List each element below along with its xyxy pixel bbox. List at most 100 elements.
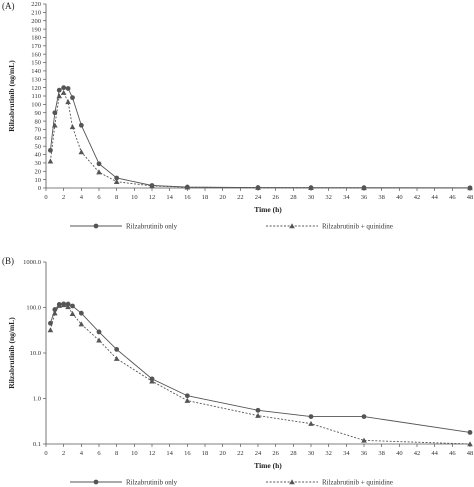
x-tick-label: 30 [308,194,315,201]
data-point-triangle [65,99,71,105]
data-point-circle [61,85,67,91]
data-point-triangle [78,149,85,155]
y-tick-label: 40 [35,152,42,159]
data-point-triangle [255,412,261,418]
x-tick-label: 8 [115,450,118,457]
y-tick-label: 160 [31,51,41,58]
series-line [49,304,471,445]
data-point-triangle [47,158,54,164]
data-point-circle [114,175,120,181]
data-point-triangle [113,178,120,184]
legend-marker-circle [93,479,99,485]
x-tick-label: 4 [80,194,84,201]
y-tick-label: 0.1 [33,441,41,448]
y-tick-label: 10.0 [30,350,41,357]
x-tick-label: 16 [184,194,191,201]
data-point-circle [52,307,58,312]
x-tick-label: 14 [166,450,173,457]
data-point-circle [308,414,314,420]
data-point-triangle [149,183,155,189]
x-tick-label: 46 [449,450,456,457]
x-tick-label: 42 [414,194,421,201]
data-point-triangle [60,302,67,308]
x-tick-label: 4 [80,450,84,457]
x-tick-label: 44 [431,194,438,201]
x-tick-label: 24 [255,450,262,457]
y-tick-label: 20 [35,168,42,175]
legend-label: Rilzabrutinib only [126,222,178,230]
y-tick-label: 220 [31,1,41,8]
data-point-circle [48,320,53,326]
data-point-circle [56,87,62,93]
legend-label: Rilzabrutinib + quinidine [322,222,393,230]
x-tick-label: 20 [219,194,226,201]
y-tick-label: 1000.0 [23,259,41,266]
x-tick-label: 48 [467,194,474,201]
data-point-circle [78,122,84,128]
x-tick-label: 34 [343,194,350,201]
data-point-triangle [56,302,63,308]
x-tick-label: 26 [272,194,279,201]
data-point-circle [114,346,120,352]
y-tick-label: 130 [31,76,41,83]
y-tick-label: 30 [35,160,42,167]
y-tick-label: 180 [31,35,41,42]
x-tick-label: 6 [97,450,101,457]
y-axis-label: Rilzabrutinib (ng/mL) [7,60,16,132]
data-point-triangle [69,310,76,316]
data-point-triangle [52,122,58,128]
data-point-triangle [255,184,261,190]
x-tick-label: 32 [325,194,332,201]
data-point-triangle [184,184,191,190]
data-point-circle [70,303,75,309]
x-tick-label: 20 [219,450,226,457]
panel-a-label: (A) [2,1,15,11]
x-tick-label: 24 [255,194,262,201]
data-point-circle [78,310,84,316]
x-tick-label: 40 [396,450,403,457]
y-tick-label: 120 [31,85,41,92]
x-tick-label: 10 [131,194,138,201]
y-tick-label: 90 [35,110,42,117]
data-point-circle [65,301,71,307]
y-tick-label: 10 [35,177,42,184]
y-tick-label: 0 [38,185,41,192]
x-tick-label: 30 [308,450,315,457]
x-tick-label: 28 [290,194,297,201]
data-point-triangle [361,185,367,191]
x-tick-label: 22 [237,194,244,201]
panel-a-plot: 0102030405060708090100110120130140150160… [7,1,473,230]
x-tick-label: 2 [62,194,65,201]
x-tick-label: 12 [149,194,156,201]
x-tick-label: 12 [149,450,156,457]
y-tick-label: 80 [35,118,42,125]
series-line [49,91,471,189]
x-tick-label: 36 [361,194,368,201]
x-tick-label: 40 [396,194,403,201]
data-point-triangle [56,93,63,99]
data-point-triangle [467,185,473,191]
series-line [49,87,471,189]
y-tick-label: 70 [35,127,42,134]
x-tick-label: 42 [414,450,421,457]
x-tick-label: 38 [378,450,385,457]
data-point-circle [96,161,102,167]
data-point-circle [96,329,102,335]
data-point-triangle [60,89,67,95]
legend-marker-circle [93,223,99,229]
x-tick-label: 36 [361,450,368,457]
x-tick-label: 16 [184,450,191,457]
x-tick-label: 46 [449,194,456,201]
x-tick-label: 8 [115,194,118,201]
x-tick-label: 10 [131,450,138,457]
x-tick-label: 38 [378,194,385,201]
legend-marker-triangle [289,479,295,485]
y-tick-label: 200 [31,18,41,25]
x-tick-label: 18 [202,194,209,201]
x-tick-label: 22 [237,450,244,457]
y-tick-label: 100.0 [26,305,41,312]
data-point-triangle [149,378,155,384]
y-tick-label: 190 [31,26,41,33]
